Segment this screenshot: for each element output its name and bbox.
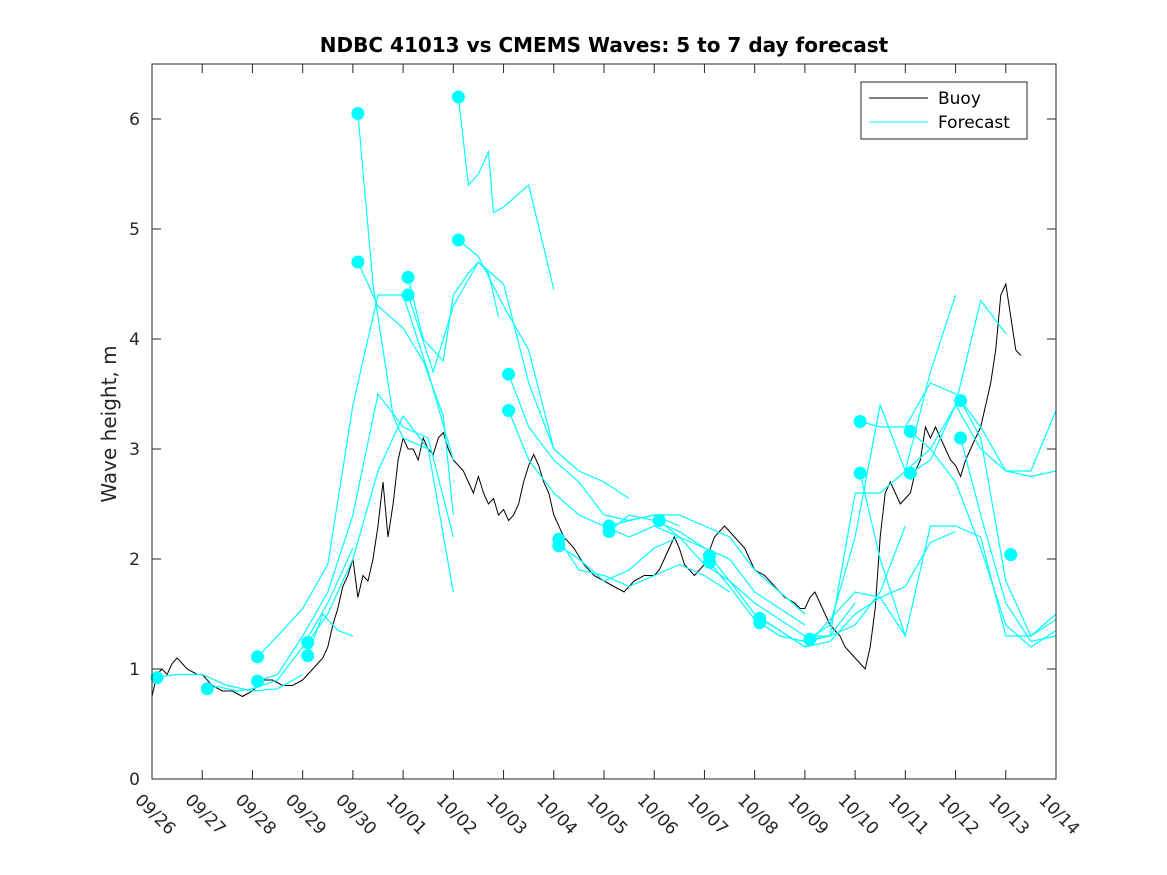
forecast-line [558,538,730,593]
forecast-line [608,514,806,615]
legend-forecast-label: Forecast [938,113,1010,133]
legend: Buoy Forecast [860,81,1028,140]
forecast-line [558,536,730,582]
forecast-start-marker [552,539,566,553]
legend-buoy-label: Buoy [938,89,981,109]
forecast-start-marker [150,671,164,685]
forecast-start-marker [602,525,616,538]
axes-box [151,63,1057,780]
forecast-start-marker [502,404,516,417]
forecast-line [202,547,354,692]
y-tick-label: 5 [129,220,140,240]
forecast-start-marker [853,466,867,480]
forecast-line [357,261,454,516]
forecast-line [960,400,1057,637]
forecast-line [508,410,680,538]
buoy-line [151,282,1022,698]
forecast-start-marker [903,466,917,480]
forecast-start-marker [803,632,817,646]
forecast-line [151,673,303,692]
plot-area [150,90,1057,698]
y-tick-labels: 0 1 2 3 4 5 6 [129,110,140,790]
forecast-line [759,530,956,648]
forecast-line [357,113,429,450]
forecast-start-marker [652,514,666,527]
forecast-start-marker [903,424,917,438]
forecast-line [910,430,1057,648]
forecast-start-marker [401,270,415,284]
forecast-start-marker [703,549,716,563]
y-tick-label: 3 [129,440,140,460]
y-tick-label: 0 [129,770,140,790]
y-tick-label: 4 [129,330,140,350]
y-tick-label: 2 [129,550,140,570]
forecast-start-marker [301,636,315,650]
buoy-series [151,282,1022,698]
forecast-line [307,612,354,657]
forecast-line [608,514,806,626]
y-axis-label: Wave height, m [97,345,121,502]
forecast-start-markers [150,90,1018,696]
forecast-series-group [151,96,1057,692]
forecast-start-marker [853,415,867,428]
forecast-line [859,473,1057,639]
y-tick-label: 6 [129,110,140,130]
axis-ticks [151,64,1057,780]
forecast-start-marker [301,649,315,663]
forecast-start-marker [954,431,968,445]
forecast-start-marker [954,394,968,408]
forecast-start-marker [502,367,516,381]
forecast-line [257,392,454,682]
forecast-start-marker [200,682,214,696]
forecast-line [859,382,1057,478]
forecast-line [759,294,957,643]
forecast-start-marker [251,674,264,688]
chart-title: NDBC 41013 vs CMEMS Waves: 5 to 7 day fo… [320,33,889,57]
forecast-start-marker [451,90,465,104]
forecast-start-marker [401,288,415,302]
forecast-start-marker [251,650,264,664]
forecast-line [960,437,1057,643]
forecast-start-marker [451,233,465,247]
forecast-line [658,520,856,637]
forecast-line [457,96,555,290]
forecast-line [910,403,1057,474]
forecast-start-marker [753,616,767,630]
forecast-start-marker [351,255,365,269]
forecast-line [257,294,454,658]
forecast-line [458,239,630,500]
forecast-start-marker [351,107,365,120]
forecast-start-marker [1004,548,1018,562]
forecast-line [407,261,555,450]
forecast-line [407,261,500,363]
y-tick-label: 1 [129,660,140,680]
legend-box [860,81,1028,140]
